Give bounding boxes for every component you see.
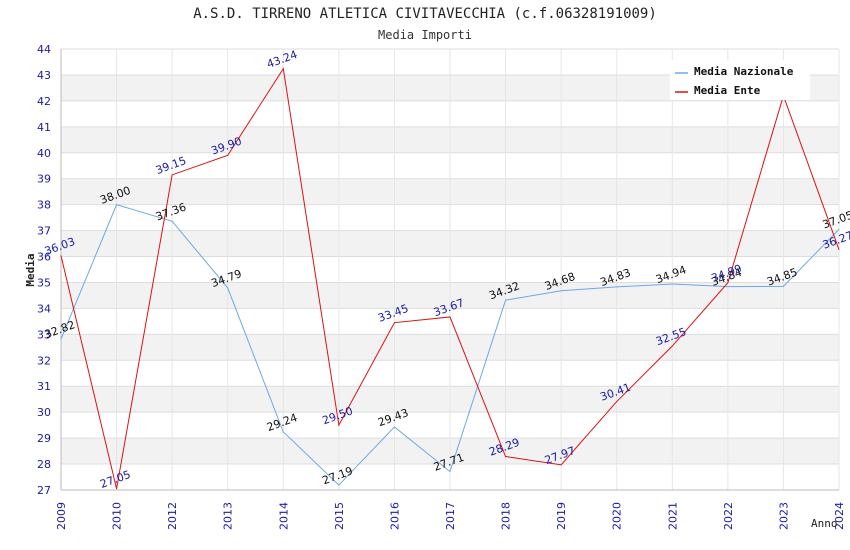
x-tick-label: 2014 bbox=[277, 502, 290, 530]
y-tick-label: 37 bbox=[37, 225, 51, 238]
legend-label-media-ente: Media Ente bbox=[694, 84, 761, 97]
chart-title: A.S.D. TIRRENO ATLETICA CIVITAVECCHIA (c… bbox=[193, 6, 657, 22]
data-point-media-ente bbox=[671, 345, 673, 347]
x-tick-label: 2010 bbox=[111, 502, 124, 530]
x-tick-label: 2018 bbox=[500, 502, 513, 530]
x-tick-label: 2013 bbox=[222, 502, 235, 530]
legend: Media Nazionale Media Ente bbox=[670, 60, 810, 100]
y-tick-label: 43 bbox=[37, 69, 51, 82]
y-tick-label: 41 bbox=[37, 121, 51, 134]
y-axis-label: Media bbox=[24, 253, 37, 286]
data-point-media-nazionale bbox=[838, 228, 840, 230]
data-point-media-nazionale bbox=[671, 283, 673, 285]
x-tick-label: 2012 bbox=[166, 502, 179, 530]
y-tick-label: 32 bbox=[37, 354, 51, 367]
data-point-media-ente bbox=[616, 401, 618, 403]
data-point-media-ente bbox=[560, 464, 562, 466]
x-tick-label: 2021 bbox=[666, 502, 679, 530]
data-point-media-ente bbox=[449, 316, 451, 318]
y-tick-label: 30 bbox=[37, 406, 51, 419]
data-point-media-ente bbox=[393, 322, 395, 324]
data-point-media-nazionale bbox=[227, 287, 229, 289]
x-tick-label: 2009 bbox=[55, 502, 68, 530]
data-label-media-ente: 27.05 bbox=[98, 468, 132, 491]
y-tick-label: 34 bbox=[37, 302, 51, 315]
x-tick-label: 2019 bbox=[555, 502, 568, 530]
x-tick-label: 2017 bbox=[444, 502, 457, 530]
data-point-media-nazionale bbox=[449, 471, 451, 473]
chart-subtitle: Media Importi bbox=[378, 28, 472, 42]
data-point-media-ente bbox=[60, 255, 62, 257]
data-point-media-ente bbox=[116, 488, 118, 490]
data-point-media-ente bbox=[227, 154, 229, 156]
y-tick-label: 33 bbox=[37, 328, 51, 341]
data-point-media-ente bbox=[838, 249, 840, 251]
y-axis-ticks: 27 28 29 30 31 32 33 34 35 36 37 38 39 40 41 42 43 44 bbox=[37, 43, 51, 497]
x-tick-label: 2016 bbox=[388, 502, 401, 530]
y-tick-label: 36 bbox=[37, 251, 51, 264]
data-point-media-nazionale bbox=[60, 338, 62, 340]
data-point-media-nazionale bbox=[338, 484, 340, 486]
data-label-media-ente: 43.24 bbox=[265, 48, 299, 71]
series-group bbox=[60, 67, 840, 490]
data-labels: 32.8238.0037.3634.7929.2427.1929.4327.71… bbox=[43, 48, 850, 491]
data-point-media-nazionale bbox=[727, 286, 729, 288]
x-axis-ticks: 2009 2010 2012 2013 2014 2015 2016 2017 2018 2019… bbox=[55, 502, 846, 530]
x-axis-label: Anno bbox=[811, 517, 838, 530]
legend-label-media-nazionale: Media Nazionale bbox=[694, 65, 794, 78]
y-tick-label: 38 bbox=[37, 199, 51, 212]
data-label-media-nazionale: 29.24 bbox=[265, 411, 299, 434]
data-point-media-nazionale bbox=[171, 220, 173, 222]
y-tick-label: 27 bbox=[37, 484, 51, 497]
data-point-media-nazionale bbox=[282, 431, 284, 433]
x-tick-label: 2020 bbox=[611, 502, 624, 530]
y-tick-label: 28 bbox=[37, 458, 51, 471]
x-tick-label: 2023 bbox=[777, 502, 790, 530]
legend-box bbox=[670, 60, 810, 100]
data-point-media-ente bbox=[282, 68, 284, 70]
data-point-media-nazionale bbox=[560, 290, 562, 292]
data-point-media-ente bbox=[338, 424, 340, 426]
data-point-media-ente bbox=[727, 282, 729, 284]
x-tick-label: 2015 bbox=[333, 502, 346, 530]
y-tick-label: 40 bbox=[37, 147, 51, 160]
y-tick-label: 29 bbox=[37, 432, 51, 445]
y-tick-label: 39 bbox=[37, 173, 51, 186]
data-point-media-nazionale bbox=[782, 285, 784, 287]
data-point-media-nazionale bbox=[116, 204, 118, 206]
y-tick-label: 44 bbox=[37, 43, 51, 56]
y-tick-label: 35 bbox=[37, 276, 51, 289]
y-tick-label: 31 bbox=[37, 380, 51, 393]
x-tick-label: 2024 bbox=[833, 502, 846, 530]
data-point-media-nazionale bbox=[505, 299, 507, 301]
y-tick-label: 42 bbox=[37, 95, 51, 108]
data-point-media-nazionale bbox=[393, 426, 395, 428]
x-tick-label: 2022 bbox=[722, 502, 735, 530]
data-label-media-ente: 39.15 bbox=[154, 154, 188, 177]
data-point-media-ente bbox=[505, 456, 507, 458]
data-point-media-nazionale bbox=[616, 286, 618, 288]
data-point-media-ente bbox=[171, 174, 173, 176]
